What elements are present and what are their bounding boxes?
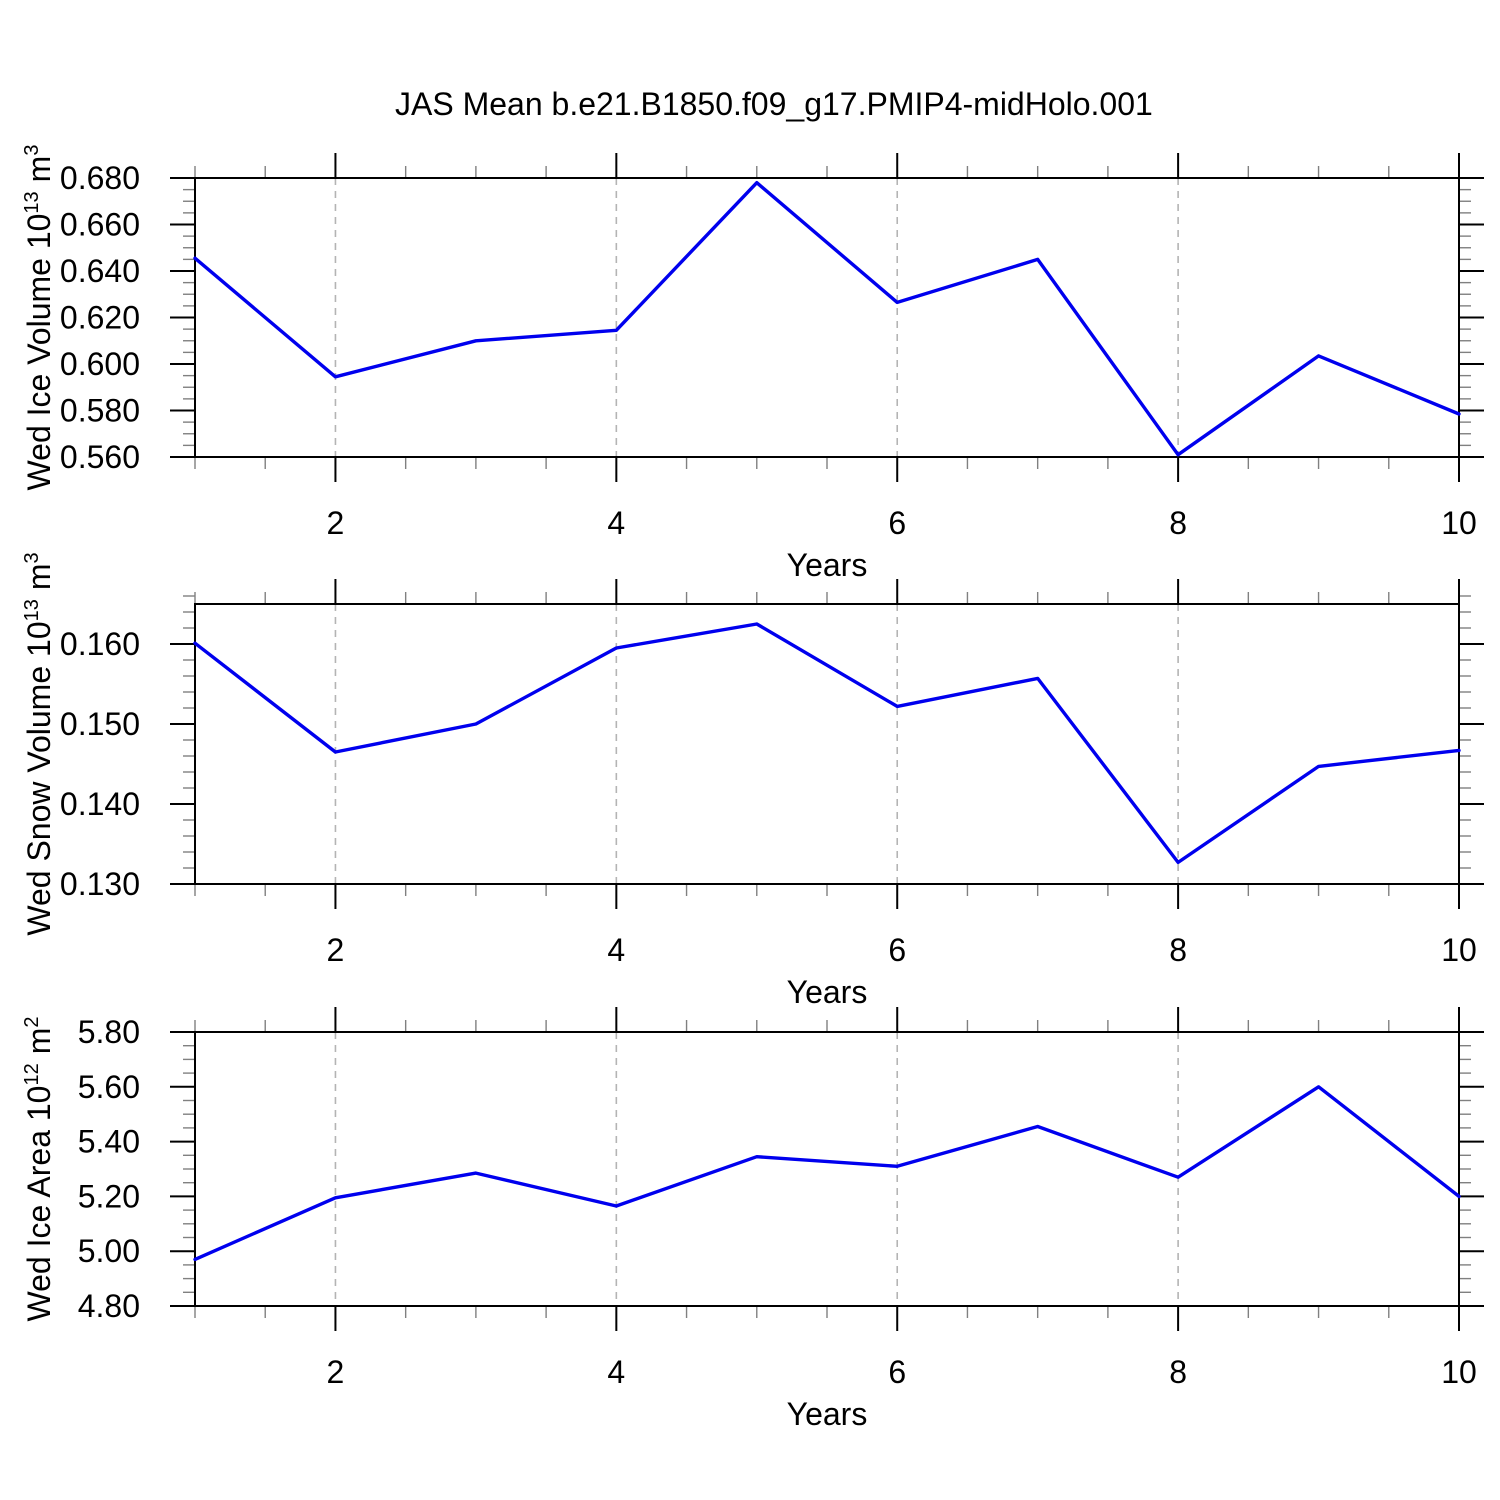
y-tick-label: 5.00 <box>78 1233 140 1269</box>
y-tick-label: 4.80 <box>78 1288 140 1324</box>
x-tick-label: 8 <box>1169 1354 1187 1390</box>
y-axis-title-wed-ice-area: Wed Ice Area 1012m2 <box>21 1016 57 1321</box>
x-tick-label: 4 <box>607 505 625 541</box>
x-tick-label: 6 <box>888 932 906 968</box>
x-tick-label: 10 <box>1441 505 1477 541</box>
subplot-wed-ice-volume: 0.560 0.580 0.600 0.620 0.640 0.660 0.680 2 4 6 8 1… <box>21 145 1484 541</box>
y-tick-label: 0.130 <box>60 866 140 902</box>
y-tick-label: 5.60 <box>78 1069 140 1105</box>
axis-box <box>194 603 1460 885</box>
y-tick-label: 0.150 <box>60 706 140 742</box>
x-tick-label: 4 <box>607 932 625 968</box>
x-tick-label: 2 <box>327 505 345 541</box>
y-tick-label: 0.140 <box>60 786 140 822</box>
axis-box <box>194 1031 1460 1307</box>
x-axis-title-middle: Years <box>787 974 868 1010</box>
x-tick-label: 6 <box>888 505 906 541</box>
subplot-wed-ice-area: 4.80 5.00 5.20 5.40 5.60 5.80 2 4 6 8 10 Wed Ice Ar… <box>21 1007 1484 1390</box>
x-tick-label: 10 <box>1441 1354 1477 1390</box>
x-tick-label: 6 <box>888 1354 906 1390</box>
figure-title: JAS Mean b.e21.B1850.f09_g17.PMIP4-midHo… <box>395 86 1153 122</box>
y-tick-label: 0.560 <box>60 439 140 475</box>
x-tick-label: 2 <box>327 932 345 968</box>
x-tick-label: 4 <box>607 1354 625 1390</box>
x-tick-label: 2 <box>327 1354 345 1390</box>
y-tick-label: 0.660 <box>60 207 140 243</box>
x-axis-title-top: Years <box>787 547 868 583</box>
y-tick-label: 5.40 <box>78 1124 140 1160</box>
data-line-wed-ice-area <box>193 1085 1461 1262</box>
y-tick-label: 0.640 <box>60 253 140 289</box>
y-axis-title-wed-ice-volume: Wed Ice Volume 1013m3 <box>21 145 57 491</box>
y-tick-label: 0.600 <box>60 346 140 382</box>
x-tick-label: 8 <box>1169 932 1187 968</box>
subplot-wed-snow-volume: 0.130 0.140 0.150 0.160 2 4 6 8 10 Wed Snow Volum… <box>21 552 1484 968</box>
data-line-wed-ice-volume <box>193 180 1461 457</box>
y-tick-label: 5.80 <box>78 1014 140 1050</box>
y-tick-label: 0.680 <box>60 160 140 196</box>
y-tick-label: 0.160 <box>60 626 140 662</box>
y-tick-label: 0.620 <box>60 300 140 336</box>
x-tick-label: 8 <box>1169 505 1187 541</box>
axis-box <box>194 177 1460 458</box>
x-tick-label: 10 <box>1441 932 1477 968</box>
y-tick-label: 5.20 <box>78 1178 140 1214</box>
y-axis-title-wed-snow-volume: Wed Snow Volume 1013m3 <box>21 552 57 935</box>
y-tick-label: 0.580 <box>60 393 140 429</box>
data-line-wed-snow-volume <box>193 622 1461 865</box>
x-axis-title-bottom: Years <box>787 1396 868 1432</box>
